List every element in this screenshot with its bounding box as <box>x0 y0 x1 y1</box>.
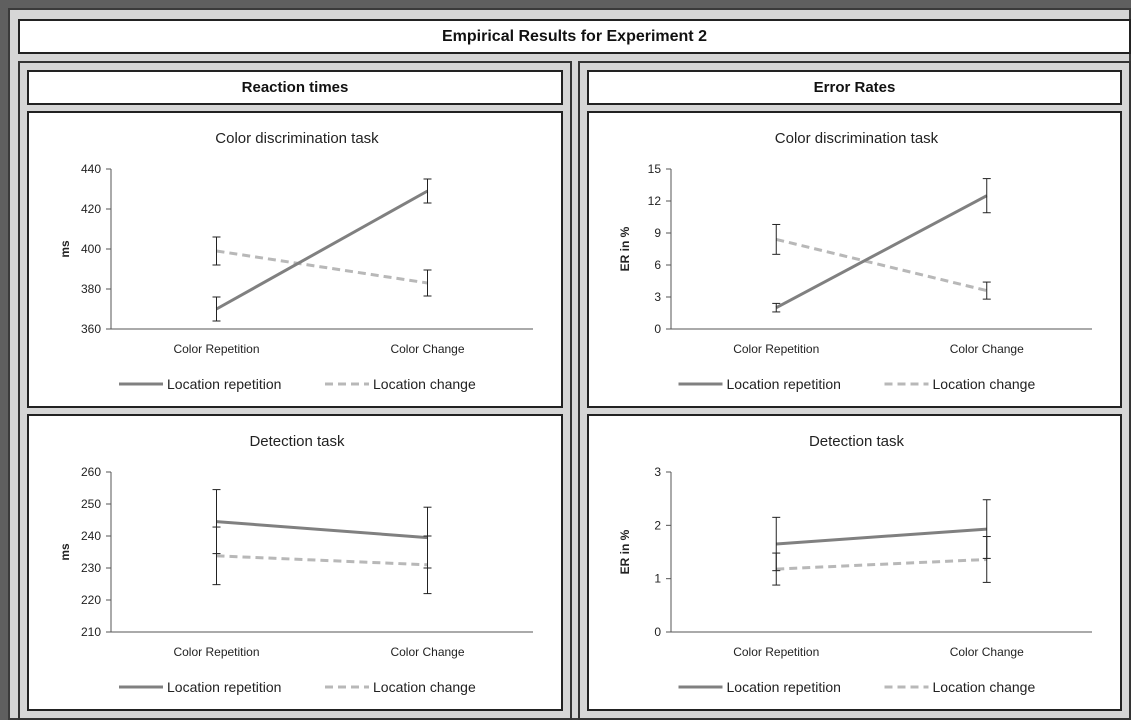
rt-color-discrimination-chart: Color discrimination task ms 360 380 400 420 4… <box>58 130 533 392</box>
chart-title: Detection task <box>249 433 345 450</box>
error-rates-column: Error Rates Color discrimination task ER … <box>578 61 1131 720</box>
legend-label-location-change: Location change <box>373 679 476 695</box>
legend-label-location-change: Location change <box>933 376 1036 392</box>
y-tick-label: 6 <box>654 258 661 272</box>
x-tick-label: Color Change <box>950 645 1024 659</box>
er-detection-chart: Detection task ER in % 0 1 2 3 Color Repetitio… <box>618 433 1092 695</box>
rt-color-discrimination-panel: Color discrimination task ms 360 380 400 420 4… <box>27 111 563 408</box>
y-axis-label: ER in % <box>618 529 632 574</box>
y-tick-label: 230 <box>81 561 101 575</box>
x-tick-label: Color Change <box>390 342 464 356</box>
series-line-location-repetition <box>776 527 987 546</box>
figure-title: Empirical Results for Experiment 2 <box>18 19 1131 54</box>
legend-label-location-repetition: Location repetition <box>167 376 281 392</box>
chart-title: Detection task <box>809 433 905 450</box>
y-tick-label: 0 <box>654 625 661 639</box>
x-tick-label: Color Change <box>950 342 1024 356</box>
y-tick-label: 220 <box>81 593 101 607</box>
x-tick-label: Color Repetition <box>733 645 819 659</box>
series-line-location-change <box>775 237 988 293</box>
legend-label-location-repetition: Location repetition <box>727 679 841 695</box>
series-line-location-change <box>776 557 987 571</box>
y-tick-label: 12 <box>648 194 662 208</box>
series-line-location-change <box>216 554 428 567</box>
y-tick-label: 1 <box>654 572 661 586</box>
chart-title: Color discrimination task <box>215 130 379 147</box>
y-tick-label: 240 <box>81 529 101 543</box>
y-tick-label: 2 <box>654 518 661 532</box>
reaction-times-column: Reaction times Color discrimination task… <box>18 61 572 720</box>
er-color-discrimination-panel: Color discrimination task ER in % 0 3 6 9 12 15… <box>587 111 1122 408</box>
legend-label-location-change: Location change <box>933 679 1036 695</box>
x-tick-label: Color Repetition <box>733 342 819 356</box>
legend-label-location-repetition: Location repetition <box>167 679 281 695</box>
x-tick-label: Color Repetition <box>173 342 259 356</box>
legend-label-location-change: Location change <box>373 376 476 392</box>
y-tick-label: 3 <box>654 465 661 479</box>
y-tick-label: 420 <box>81 202 101 216</box>
y-tick-label: 260 <box>81 465 101 479</box>
error-rates-header: Error Rates <box>587 70 1122 105</box>
y-tick-label: 360 <box>81 322 101 336</box>
y-tick-label: 0 <box>654 322 661 336</box>
y-tick-label: 3 <box>654 290 661 304</box>
series-line-location-repetition <box>775 194 988 309</box>
rt-detection-panel: Detection task ms 210 220 230 240 250 260 Color … <box>27 414 563 711</box>
x-tick-label: Color Repetition <box>173 645 259 659</box>
y-tick-label: 250 <box>81 497 101 511</box>
y-tick-label: 210 <box>81 625 101 639</box>
y-tick-label: 400 <box>81 242 101 256</box>
er-detection-panel: Detection task ER in % 0 1 2 3 Color Repetitio… <box>587 414 1122 711</box>
series-line-location-change <box>216 249 428 285</box>
y-axis-label: ms <box>58 543 72 561</box>
er-color-discrimination-chart: Color discrimination task ER in % 0 3 6 9 12 15… <box>618 130 1092 392</box>
chart-title: Color discrimination task <box>775 130 939 147</box>
series-line-location-repetition <box>215 189 429 311</box>
series-line-location-repetition <box>216 520 428 540</box>
rt-detection-chart: Detection task ms 210 220 230 240 250 260 Color … <box>58 433 533 695</box>
y-tick-label: 440 <box>81 162 101 176</box>
legend-label-location-repetition: Location repetition <box>727 376 841 392</box>
y-axis-label: ms <box>58 240 72 258</box>
y-axis-label: ER in % <box>618 226 632 271</box>
y-tick-label: 9 <box>654 226 661 240</box>
y-tick-label: 15 <box>648 162 662 176</box>
x-tick-label: Color Change <box>390 645 464 659</box>
y-tick-label: 380 <box>81 282 101 296</box>
reaction-times-header: Reaction times <box>27 70 563 105</box>
